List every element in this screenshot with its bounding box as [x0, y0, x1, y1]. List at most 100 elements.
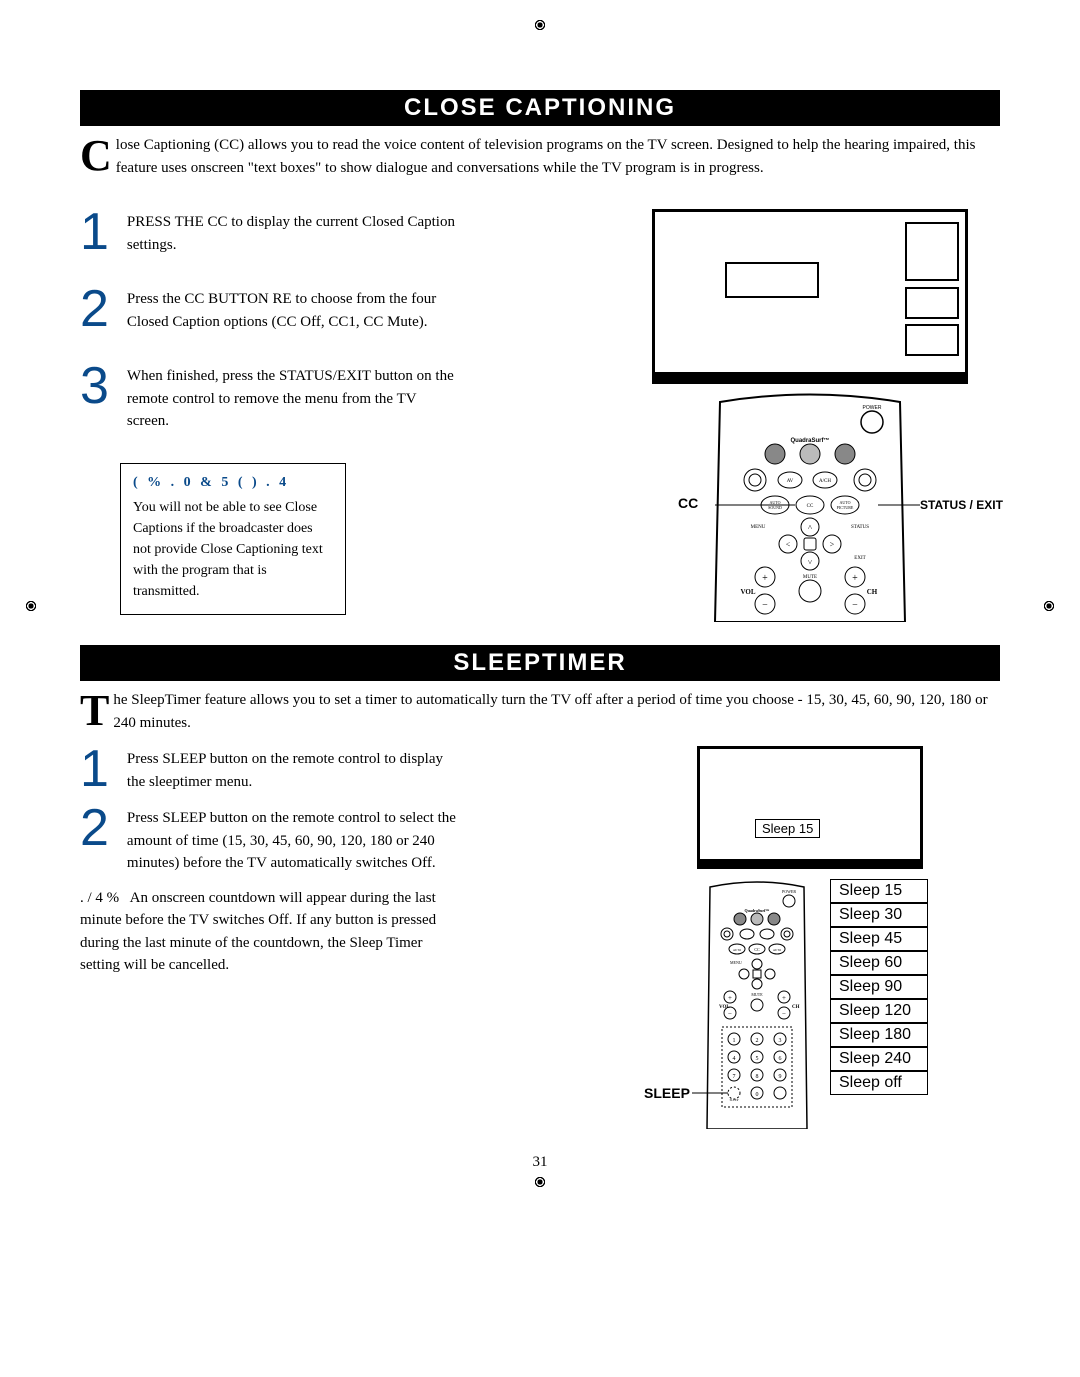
- svg-text:1: 1: [733, 1038, 736, 1044]
- step-text: When finished, press the STATUS/EXIT but…: [127, 363, 457, 433]
- svg-text:A/CH: A/CH: [819, 479, 831, 484]
- svg-text:9: 9: [779, 1074, 782, 1080]
- svg-text:CH: CH: [792, 1005, 800, 1010]
- sleep-option: Sleep 240: [830, 1047, 928, 1071]
- sleep-lower-illustration: POWER QuadraSurf™ AUTO CC AUTO MENU: [620, 879, 1000, 1134]
- remote-svg: POWER QuadraSurf™ AV A/CH: [660, 392, 960, 622]
- sleep-option: Sleep 60: [830, 951, 928, 975]
- section-header-cc: CLOSE CAPTIONING: [80, 90, 1000, 126]
- cc-right-column: POWER QuadraSurf™ AV A/CH: [620, 209, 1000, 627]
- dropcap-t: T: [80, 693, 113, 728]
- sleep-option: Sleep 90: [830, 975, 928, 999]
- svg-text:−: −: [852, 600, 858, 611]
- svg-text:AUTO: AUTO: [773, 948, 782, 952]
- svg-text:6: 6: [779, 1056, 782, 1062]
- registration-mark-icon: [22, 597, 40, 615]
- svg-text:3: 3: [779, 1038, 782, 1044]
- step-text: Press SLEEP button on the remote control…: [127, 805, 457, 875]
- svg-text:˄: ˄: [808, 523, 813, 532]
- cc-step-2: 2 Press the CC BUTTON RE to choose from …: [80, 286, 600, 333]
- svg-text:˂: ˂: [786, 540, 791, 549]
- cc-intro: C lose Captioning (CC) allows you to rea…: [80, 134, 1000, 179]
- svg-text:VOL: VOL: [719, 1005, 730, 1010]
- tv-illustration-small: Sleep 15: [697, 746, 923, 869]
- sleep-option: Sleep 180: [830, 1023, 928, 1047]
- svg-text:SLEEP: SLEEP: [730, 1098, 739, 1102]
- step-number: 1: [80, 209, 109, 256]
- svg-text:MUTE: MUTE: [803, 575, 817, 580]
- step-number: 2: [80, 286, 109, 333]
- registration-mark-icon: [531, 16, 549, 34]
- sleep-option: Sleep 15: [830, 879, 928, 903]
- svg-text:QuadraSurf™: QuadraSurf™: [745, 908, 770, 913]
- svg-text:POWER: POWER: [782, 889, 796, 894]
- sleep-option: Sleep off: [830, 1071, 928, 1095]
- svg-text:PICTURE: PICTURE: [837, 505, 854, 510]
- sleep-option: Sleep 120: [830, 999, 928, 1023]
- cc-intro-text: lose Captioning (CC) allows you to read …: [116, 137, 976, 176]
- cc-step-1: 1 PRESS THE CC to display the current Cl…: [80, 209, 600, 256]
- svg-text:MUTE: MUTE: [751, 992, 763, 997]
- sleep-content-row: 1 Press SLEEP button on the remote contr…: [80, 746, 1000, 1134]
- remote-illustration-large: POWER QuadraSurf™ AV A/CH: [660, 392, 960, 627]
- sleep-option: Sleep 30: [830, 903, 928, 927]
- svg-text:STATUS: STATUS: [851, 525, 869, 530]
- helpful-hint-body: You will not be able to see Close Captio…: [133, 497, 333, 602]
- svg-text:MENU: MENU: [751, 525, 766, 530]
- sleep-intro-text: he SleepTimer feature allows you to set …: [113, 692, 987, 731]
- note-body: An onscreen countdown will appear during…: [80, 890, 436, 974]
- svg-text:AUTO: AUTO: [733, 948, 742, 952]
- svg-text:˅: ˅: [808, 558, 813, 567]
- svg-text:SOUND: SOUND: [768, 505, 782, 510]
- svg-text:MENU: MENU: [730, 960, 742, 965]
- sleep-options-stack: Sleep 15Sleep 30Sleep 45Sleep 60Sleep 90…: [830, 879, 928, 1095]
- cc-content-row: 1 PRESS THE CC to display the current Cl…: [80, 209, 1000, 627]
- step-number: 2: [80, 805, 109, 875]
- svg-text:4: 4: [733, 1056, 736, 1062]
- sleep-intro: T he SleepTimer feature allows you to se…: [80, 689, 1000, 734]
- svg-text:+: +: [728, 994, 732, 1002]
- sleep-step-1: 1 Press SLEEP button on the remote contr…: [80, 746, 600, 793]
- step-text: Press SLEEP button on the remote control…: [127, 746, 457, 793]
- svg-text:˃: ˃: [830, 540, 835, 549]
- registration-mark-icon: [531, 1173, 549, 1191]
- tv-illustration: [652, 209, 968, 384]
- svg-text:−: −: [728, 1010, 732, 1018]
- svg-text:AV: AV: [787, 479, 794, 484]
- helpful-hint-title: ( % . 0 & 5 ( ) . 4: [133, 472, 333, 493]
- manual-page: CLOSE CAPTIONING C lose Captioning (CC) …: [0, 0, 1080, 1211]
- tv-panel-rect: [905, 324, 959, 356]
- svg-text:0: 0: [756, 1092, 759, 1098]
- cc-callout-label: CC: [678, 495, 698, 511]
- cc-left-column: 1 PRESS THE CC to display the current Cl…: [80, 209, 600, 627]
- dropcap-c: C: [80, 138, 116, 173]
- note-label: . / 4 %: [80, 890, 119, 906]
- sleep-step-2: 2 Press SLEEP button on the remote contr…: [80, 805, 600, 875]
- step-text: PRESS THE CC to display the current Clos…: [127, 209, 457, 256]
- sleep-note: . / 4 % An onscreen countdown will appea…: [80, 887, 460, 977]
- step-text: Press the CC BUTTON RE to choose from th…: [127, 286, 457, 333]
- svg-text:POWER: POWER: [863, 405, 882, 411]
- step-number: 1: [80, 746, 109, 793]
- svg-text:CC: CC: [754, 947, 760, 952]
- svg-text:−: −: [782, 1010, 786, 1018]
- svg-text:2: 2: [756, 1038, 759, 1044]
- page-number: 31: [80, 1154, 1000, 1171]
- svg-text:+: +: [762, 573, 768, 584]
- step-number: 3: [80, 363, 109, 433]
- registration-mark-icon: [1040, 597, 1058, 615]
- svg-text:VOL: VOL: [740, 588, 755, 596]
- sleep-left-column: 1 Press SLEEP button on the remote contr…: [80, 746, 600, 1134]
- section-header-sleep: SLEEPTIMER: [80, 645, 1000, 681]
- svg-text:+: +: [852, 573, 858, 584]
- sleep-callout-label: SLEEP: [644, 1085, 690, 1101]
- svg-text:7: 7: [733, 1074, 736, 1080]
- status-exit-callout-label: STATUS / EXIT: [920, 498, 1003, 512]
- svg-text:EXIT: EXIT: [854, 556, 865, 561]
- svg-text:CC: CC: [807, 504, 814, 509]
- helpful-hint-box: ( % . 0 & 5 ( ) . 4 You will not be able…: [120, 463, 346, 615]
- svg-text:QuadraSurf™: QuadraSurf™: [790, 437, 829, 444]
- svg-text:+: +: [782, 994, 786, 1002]
- sleep-option: Sleep 45: [830, 927, 928, 951]
- svg-text:8: 8: [756, 1074, 759, 1080]
